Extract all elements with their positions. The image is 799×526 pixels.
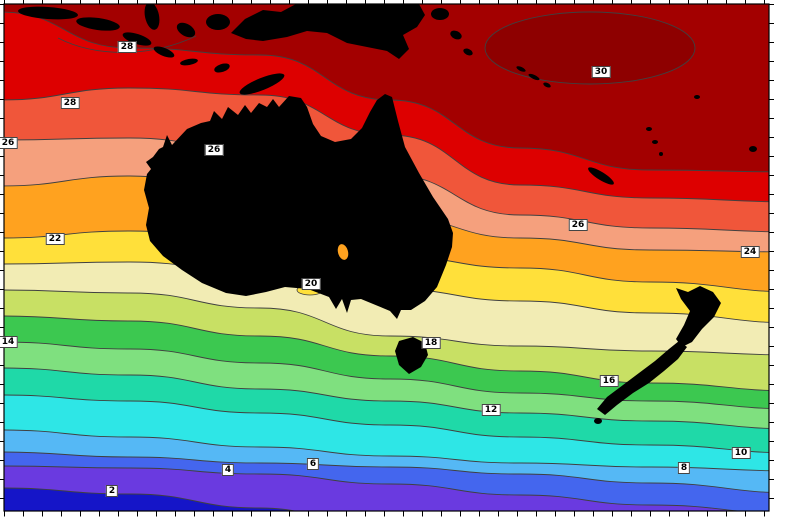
island-lesser-sunda-1 (122, 32, 152, 46)
contour-label-26-a: 26 (0, 137, 18, 149)
contour-label-4: 4 (221, 464, 235, 476)
contour-label-16: 16 (599, 375, 619, 387)
island-speck-ne (694, 95, 700, 99)
island-flores (176, 22, 196, 38)
island-vanuatu-2 (652, 140, 658, 144)
contour-label-2: 2 (105, 485, 119, 497)
contour-line-12 (4, 367, 769, 429)
island-fiji (749, 146, 757, 152)
contour-label-24: 24 (740, 246, 760, 258)
island-timor (239, 73, 285, 95)
contour-label-10: 10 (731, 447, 751, 459)
contour-label-20: 20 (301, 278, 321, 290)
contour-line-8 (4, 429, 769, 472)
contour-label-12: 12 (481, 404, 501, 416)
landmass-new-guinea (231, 4, 425, 59)
island-stewart (594, 418, 602, 424)
island-halmahera (206, 14, 230, 30)
contour-line-10 (4, 394, 769, 453)
island-java-east (76, 17, 120, 31)
contour-label-30: 30 (591, 66, 611, 78)
contour-line-14 (4, 341, 769, 409)
temp-band-below-2 (4, 488, 295, 511)
contour-label-18: 18 (421, 337, 441, 349)
contour-label-14: 14 (0, 336, 18, 348)
contour-label-26-c: 26 (568, 219, 588, 231)
contour-label-8: 8 (677, 462, 691, 474)
island-new-britain (431, 8, 449, 20)
contour-line-2 (4, 487, 298, 511)
island-vanuatu-1 (646, 127, 652, 131)
island-solomon-1 (516, 66, 526, 72)
island-vanuatu-3 (659, 152, 663, 156)
island-java-west (18, 6, 78, 20)
contour-label-6: 6 (306, 458, 320, 470)
contour-label-28-a: 28 (117, 41, 137, 53)
contour-line-18 (4, 289, 769, 356)
landmass-nz-south-island (597, 341, 687, 415)
landmass-tasmania (395, 337, 428, 374)
landmass-nz-north-island (676, 286, 721, 347)
island-lesser-sunda-2 (153, 46, 175, 58)
contour-line-16 (4, 315, 769, 391)
closed-contour-30-warm-pool (484, 11, 696, 85)
contour-line-6 (4, 451, 769, 493)
island-sulawesi (144, 4, 160, 30)
island-ng-satellite-1 (450, 30, 462, 40)
contour-line-4 (4, 465, 742, 511)
island-solomon-2 (528, 73, 540, 81)
island-small-1 (214, 63, 230, 73)
contour-label-22: 22 (45, 233, 65, 245)
map-frame (3, 3, 770, 512)
lake-eyre-patch (337, 244, 349, 260)
island-small-2 (180, 58, 198, 66)
contour-label-26-b: 26 (204, 144, 224, 156)
island-solomon-3 (543, 82, 551, 88)
contour-label-28-b: 28 (60, 97, 80, 109)
island-ng-satellite-2 (463, 48, 473, 56)
island-new-caledonia (588, 167, 614, 185)
